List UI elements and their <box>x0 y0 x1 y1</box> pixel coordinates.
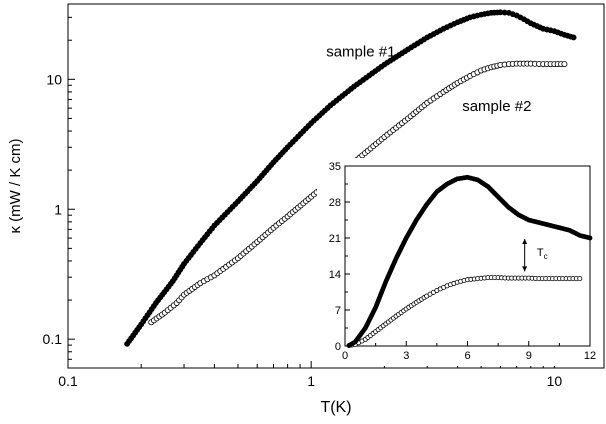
inset-x-tick-label: 3 <box>403 350 409 362</box>
tc-annotation: Tc <box>537 247 548 261</box>
y-tick-label: 1 <box>54 201 62 217</box>
inset-y-tick-label: 35 <box>329 161 341 173</box>
x-tick-label: 1 <box>307 373 315 389</box>
inset-x-tick-label: 12 <box>584 350 596 362</box>
series-sample-1 <box>124 9 577 347</box>
data-point <box>577 276 583 282</box>
data-point <box>561 61 568 68</box>
inset-y-tick-label: 0 <box>335 341 341 353</box>
inset-y-tick-label: 7 <box>335 305 341 317</box>
inset-points-group <box>346 174 593 348</box>
inset-tick-group: 0 3 6 9 12 0 7 14 21 28 35 <box>329 161 596 362</box>
tc-arrow-head-up <box>522 239 528 245</box>
inset-plot: 0 3 6 9 12 0 7 14 21 28 35 Tc <box>317 158 602 366</box>
x-axis-label: T(K) <box>320 399 351 416</box>
y-tick-label: 10 <box>46 71 62 87</box>
x-tick-label: 10 <box>547 373 563 389</box>
tc-arrow <box>522 239 528 272</box>
inset-series-sample-2 <box>346 275 583 348</box>
inset-x-tick-label: 9 <box>526 350 532 362</box>
inset-x-tick-label: 0 <box>342 350 348 362</box>
tc-subscript: c <box>544 252 548 261</box>
inset-y-tick-label: 14 <box>329 269 341 281</box>
y-tick-label: 0.1 <box>43 331 63 347</box>
inset-y-tick-label: 21 <box>329 233 341 245</box>
tc-letter: T <box>537 247 544 259</box>
inset-y-tick-label: 28 <box>329 197 341 209</box>
inset-x-tick-label: 6 <box>464 350 470 362</box>
y-axis-label: κ (mW / K cm) <box>7 139 24 234</box>
tc-arrow-head-down <box>522 266 528 272</box>
annotation-sample-1: sample #1 <box>326 43 395 60</box>
main-plot-frame <box>67 3 605 369</box>
annotation-sample-2: sample #2 <box>462 98 531 115</box>
data-point <box>570 34 577 41</box>
x-tick-label: 0.1 <box>58 373 78 389</box>
data-point <box>587 235 593 241</box>
inset-series-sample-1 <box>346 174 593 348</box>
